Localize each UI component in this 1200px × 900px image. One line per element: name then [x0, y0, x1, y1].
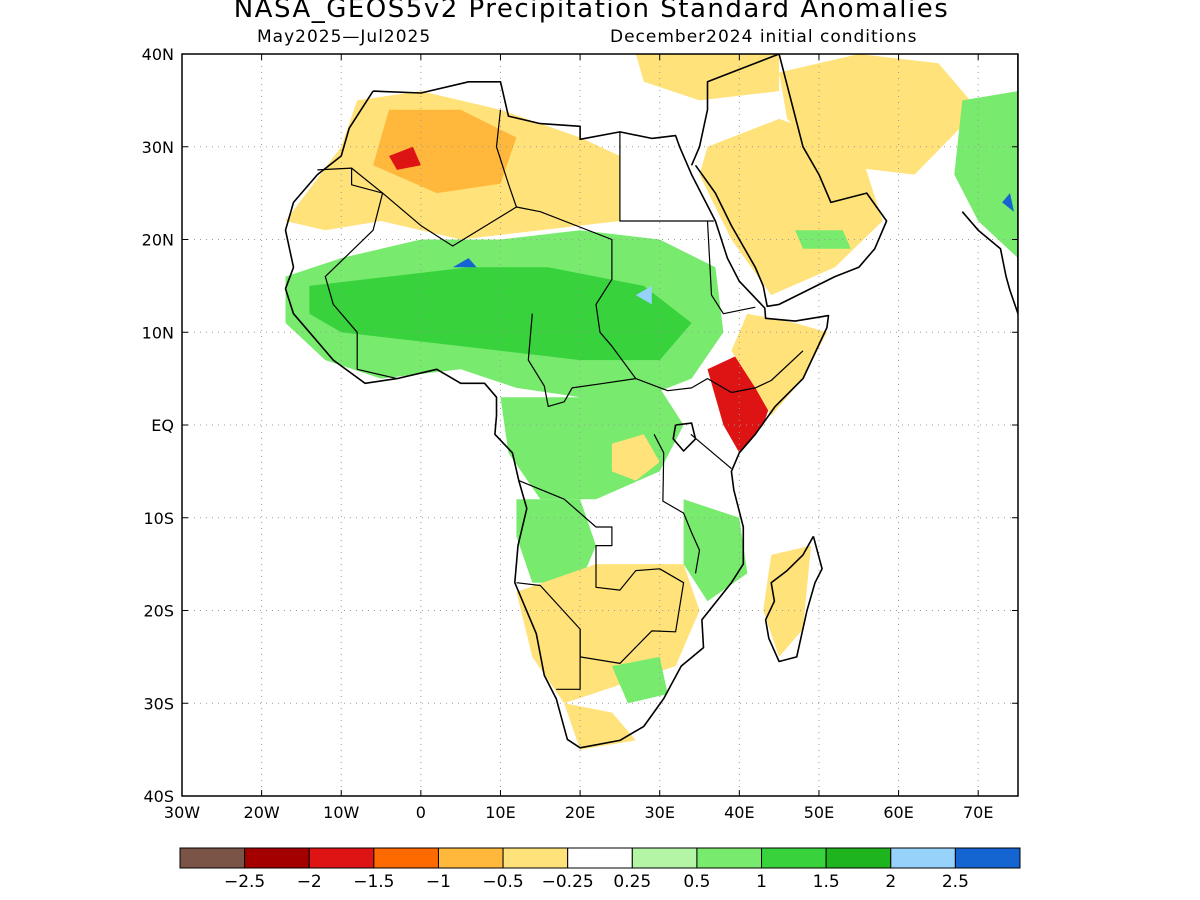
anomaly-region-madagascar-dry	[763, 545, 811, 657]
colorbar-swatch	[696, 847, 763, 869]
border-4	[317, 167, 398, 380]
initial-conditions: December2024 initial conditions	[610, 27, 918, 47]
anomaly-region-sahel-spot-2	[635, 285, 652, 305]
colorbar-swatch	[631, 847, 698, 869]
x-tick-label: 20W	[244, 803, 280, 822]
forecast-period: May2025—Jul2025	[257, 27, 432, 47]
coastlines	[284, 54, 1018, 749]
colorbar-swatch	[890, 847, 956, 869]
colorbar-label: −0.25	[542, 872, 594, 892]
map-title: NASA_GEOS5v2 Precipitation Standard Anom…	[233, 0, 950, 24]
colorbar-swatch	[373, 847, 439, 869]
colorbar-swatch	[567, 847, 633, 869]
anomaly-region-algeria-spot	[389, 146, 421, 170]
colorbar-swatch	[954, 847, 1021, 869]
x-tick-label: 0	[416, 803, 426, 822]
anomaly-region-cape-dry	[564, 703, 636, 750]
colorbar-label: −1	[426, 872, 451, 892]
x-tick-label: 10E	[485, 803, 515, 822]
colorbar-swatch	[502, 847, 569, 869]
anomaly-region-horn-dry	[731, 313, 827, 416]
anomaly-region-sahel-spot-1	[452, 258, 477, 268]
anomaly-region-med-dry	[635, 54, 780, 101]
country-borders	[317, 109, 804, 690]
y-tick-label: 30N	[142, 138, 174, 157]
africa-coastline	[284, 81, 830, 749]
border-3	[619, 131, 714, 222]
anomaly-regions	[285, 54, 1018, 750]
x-tick-label: 10W	[323, 803, 359, 822]
x-tick-label: 50E	[804, 803, 834, 822]
anomaly-region-india-spot	[1002, 193, 1014, 212]
border-2	[495, 109, 517, 208]
colorbar-swatch	[308, 847, 375, 869]
colorbar-label: −1.5	[353, 872, 394, 892]
border-7	[556, 629, 581, 690]
x-tick-label: 60E	[883, 803, 913, 822]
colorbar-label: 0.25	[613, 872, 651, 892]
border-1	[351, 167, 804, 394]
longitude-ticks: 30W 20W 10W 0 10E 20E 30E 40E 50E 60E 70E	[164, 54, 993, 822]
colorbar-label: 1	[756, 872, 767, 892]
colorbar-label: 0.5	[683, 872, 710, 892]
colorbar-label: 2.5	[942, 872, 969, 892]
anomaly-region-south-africa-wet	[611, 656, 668, 704]
anomaly-region-sahara-dry-strong	[373, 109, 517, 194]
colorbar-swatch	[437, 847, 504, 869]
border-5	[527, 313, 636, 407]
colorbar-label: −0.5	[482, 872, 523, 892]
colorbar-swatch	[825, 847, 892, 869]
colorbar-label: −2.5	[224, 872, 265, 892]
anomaly-region-central-dry	[611, 434, 660, 481]
colorbar-swatch	[761, 847, 827, 869]
arabia-coastline	[690, 54, 888, 308]
colorbar-swatch	[179, 847, 246, 869]
colorbar-label: −2	[297, 872, 322, 892]
x-tick-label: 40E	[724, 803, 754, 822]
colorbar-swatch	[244, 847, 310, 869]
x-tick-label: 20E	[565, 803, 595, 822]
y-tick-label: 40N	[142, 45, 174, 64]
colorbar: −2.5 −2 −1.5 −1 −0.5 −0.25 0.25 0.5 1 1.5 2 2.5	[179, 847, 1021, 892]
madagascar-coastline	[764, 535, 823, 663]
y-tick-label: 30S	[143, 694, 174, 713]
anomaly-region-sahel-wet-strong	[309, 267, 692, 361]
india-coastline	[961, 54, 1018, 315]
colorbar-label: 2	[885, 872, 896, 892]
anomaly-region-iran-dry	[779, 54, 979, 175]
y-tick-label: 10N	[142, 323, 174, 342]
border-8	[653, 434, 701, 574]
y-tick-label: 10S	[143, 509, 174, 528]
y-tick-label: 20S	[143, 602, 174, 621]
x-tick-label: 30E	[644, 803, 674, 822]
colorbar-label: 1.5	[813, 872, 840, 892]
lake-victoria	[672, 422, 697, 452]
y-tick-label: 20N	[142, 231, 174, 250]
y-tick-label: 40S	[143, 787, 174, 806]
anomaly-region-mozambique-wet	[683, 499, 748, 602]
x-tick-label: 30W	[164, 803, 200, 822]
border-9	[690, 433, 732, 470]
anomaly-region-india-wet	[954, 91, 1018, 259]
anomaly-region-arabia-wet	[795, 230, 851, 249]
anomaly-region-central-wet	[500, 387, 684, 500]
anomaly-region-angola-wet	[516, 499, 596, 583]
latitude-ticks: 40N 30N 20N 10N EQ 10S 20S 30S 40S	[142, 45, 1018, 806]
x-tick-label: 70E	[963, 803, 993, 822]
border-10	[706, 220, 756, 315]
y-tick-label: EQ	[151, 416, 174, 435]
grid-lines	[182, 54, 1018, 796]
